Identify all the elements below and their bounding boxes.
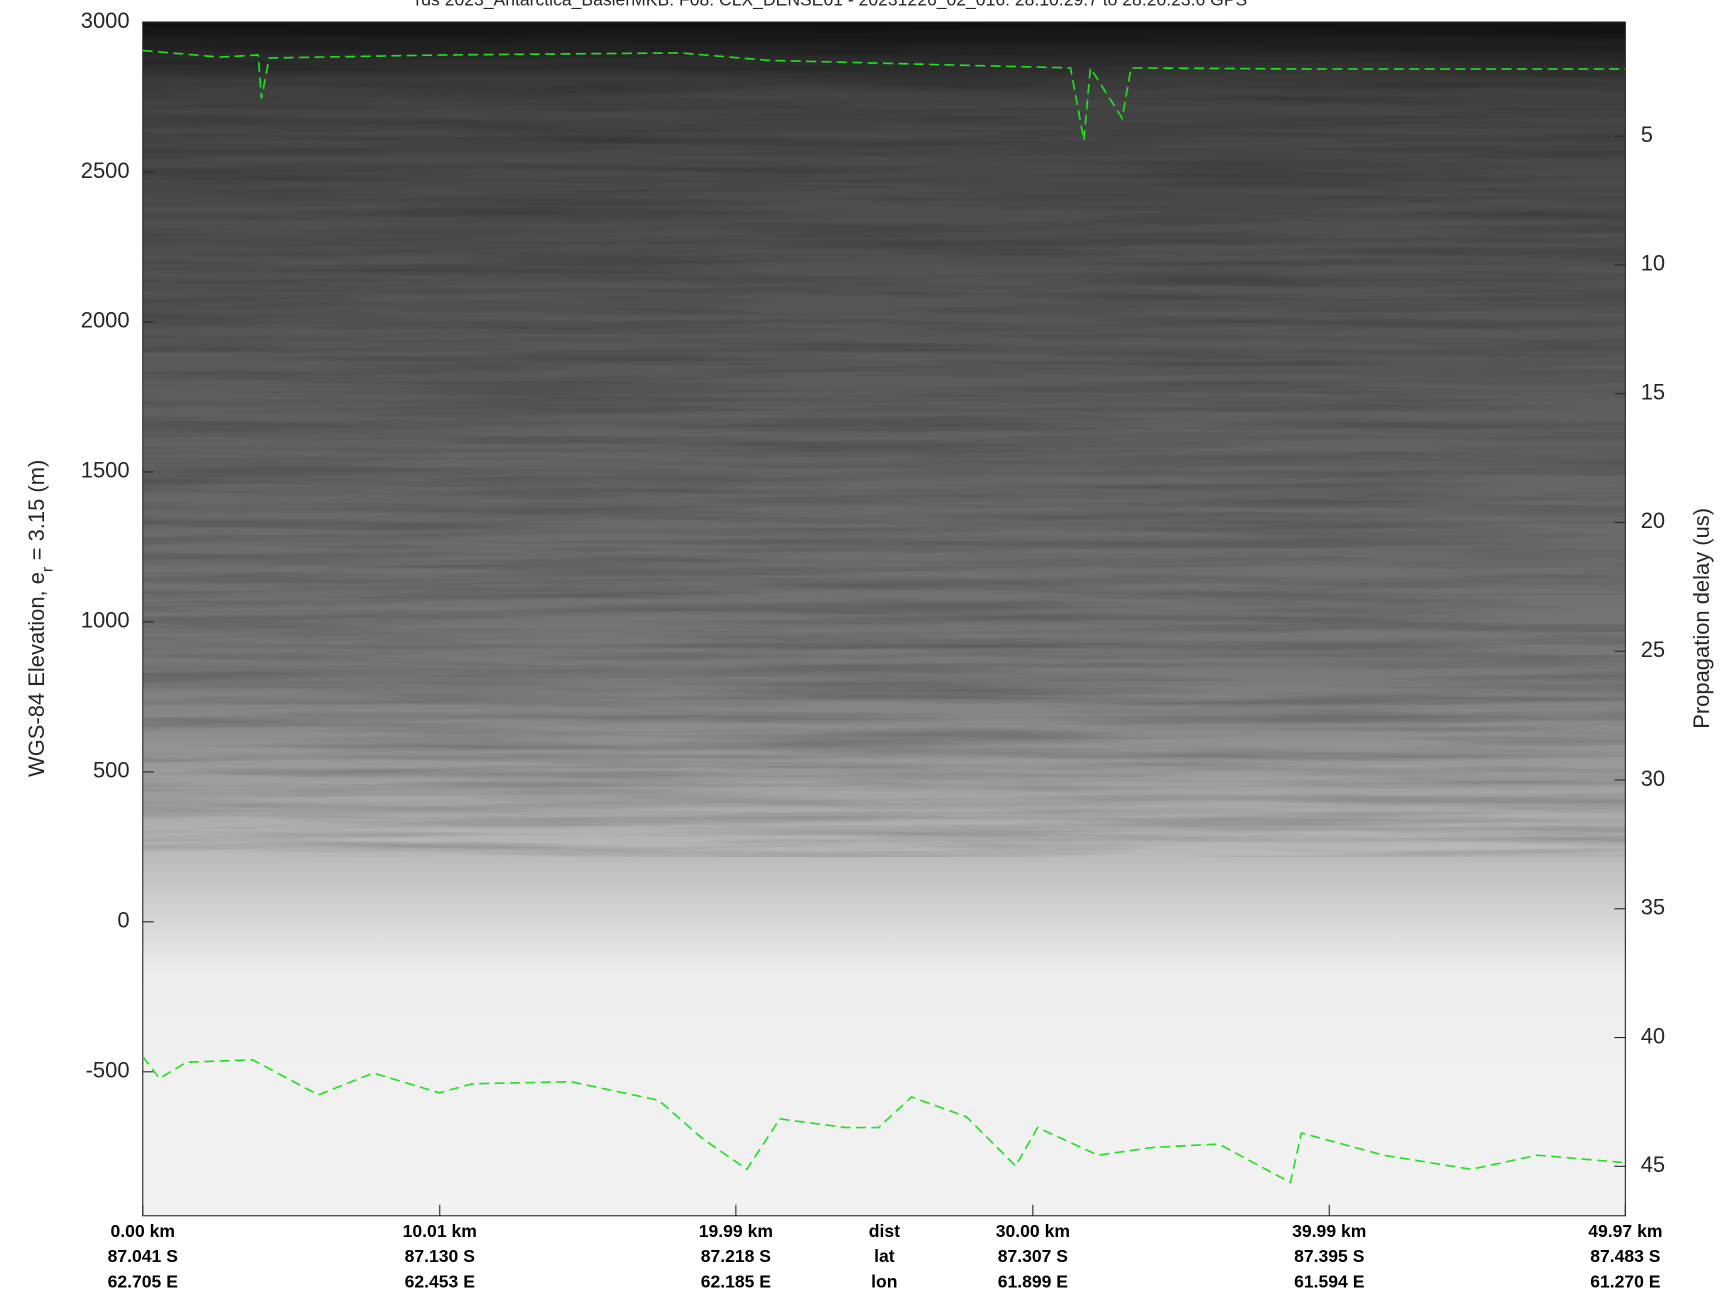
lon-label: 62.185 E bbox=[701, 1271, 772, 1291]
y2-tick-label: 15 bbox=[1641, 379, 1665, 404]
chart-title: rds 2023_Antarctica_BaslerMKB: F08: CLX_… bbox=[415, 0, 1247, 11]
lon-label: 62.453 E bbox=[405, 1271, 476, 1291]
y2-tick-label: 45 bbox=[1641, 1152, 1665, 1177]
x-tick-label: 19.99 km bbox=[699, 1221, 773, 1241]
x-tick-label: 10.01 km bbox=[403, 1221, 477, 1241]
layer-pick bbox=[142, 49, 1626, 141]
y2-tick-label: 25 bbox=[1641, 637, 1665, 662]
y2-tick-label: 40 bbox=[1641, 1023, 1665, 1048]
row-name: lon bbox=[871, 1271, 897, 1291]
y-tick-label: 2000 bbox=[81, 308, 130, 333]
y-axis-label-sub: r bbox=[40, 567, 57, 572]
y-tick-label: 500 bbox=[93, 758, 130, 783]
lat-label: 87.041 S bbox=[108, 1246, 179, 1266]
y2-axis-label: Propagation delay (us) bbox=[1689, 508, 1714, 729]
lat-label: 87.307 S bbox=[998, 1246, 1069, 1266]
y-tick-label: 3000 bbox=[81, 8, 130, 33]
y2-tick-label: 35 bbox=[1641, 895, 1665, 920]
y-tick-label: 0 bbox=[117, 908, 129, 933]
y2-tick-label: 30 bbox=[1641, 766, 1665, 791]
echogram-layers bbox=[142, 22, 1626, 857]
y2-tick-label: 10 bbox=[1641, 251, 1665, 276]
y-axis-label-end: = 3.15 (m) bbox=[24, 460, 49, 561]
x-tick-label: 0.00 km bbox=[111, 1221, 175, 1241]
lat-label: 87.483 S bbox=[1590, 1246, 1661, 1266]
y-tick-label: 1500 bbox=[81, 458, 130, 483]
y-tick-label: 1000 bbox=[81, 608, 130, 633]
layer-pick bbox=[142, 1056, 1626, 1184]
y-axis-label-main: WGS-84 Elevation, e bbox=[24, 572, 49, 777]
lat-label: 87.218 S bbox=[701, 1246, 772, 1266]
y2-tick-label: 5 bbox=[1641, 122, 1653, 147]
plot-frame bbox=[142, 21, 1626, 1217]
x-tick-label: 49.97 km bbox=[1588, 1221, 1662, 1241]
lat-label: 87.130 S bbox=[405, 1246, 476, 1266]
lon-label: 61.270 E bbox=[1590, 1271, 1661, 1291]
row-name: lat bbox=[874, 1246, 895, 1266]
y-axis-label: WGS-84 Elevation, er = 3.15 (m) bbox=[24, 460, 57, 777]
x-tick-label: 30.00 km bbox=[996, 1221, 1070, 1241]
lat-label: 87.395 S bbox=[1294, 1246, 1365, 1266]
lon-label: 61.899 E bbox=[998, 1271, 1069, 1291]
row-name: dist bbox=[869, 1221, 900, 1241]
lon-label: 62.705 E bbox=[108, 1271, 179, 1291]
y-tick-label: 2500 bbox=[81, 158, 130, 183]
lon-label: 61.594 E bbox=[1294, 1271, 1365, 1291]
y-tick-label: -500 bbox=[86, 1058, 130, 1083]
y2-tick-label: 20 bbox=[1641, 508, 1665, 533]
x-tick-label: 39.99 km bbox=[1292, 1221, 1366, 1241]
